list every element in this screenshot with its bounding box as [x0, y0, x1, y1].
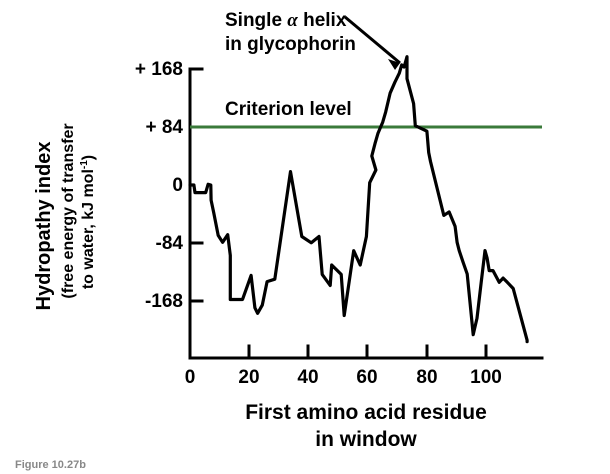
svg-text:+ 84: + 84: [145, 117, 183, 138]
svg-text:+ 168: + 168: [135, 59, 183, 80]
svg-text:Criterion level: Criterion level: [225, 99, 352, 120]
svg-text:in window: in window: [315, 428, 417, 451]
svg-text:40: 40: [297, 367, 318, 388]
svg-text:First amino acid residue: First amino acid residue: [245, 401, 487, 424]
svg-text:80: 80: [416, 367, 437, 388]
svg-text:100: 100: [470, 367, 502, 388]
svg-text:20: 20: [238, 367, 259, 388]
svg-text:0: 0: [172, 175, 183, 196]
svg-text:-84: -84: [156, 233, 184, 254]
svg-text:(free energy of transfer: (free energy of transfer: [60, 123, 77, 298]
svg-text:Hydropathy index: Hydropathy index: [33, 142, 55, 311]
svg-text:-168: -168: [145, 291, 183, 312]
svg-text:to water, kJ mol-1): to water, kJ mol-1): [79, 155, 97, 289]
svg-text:Figure 10.27b: Figure 10.27b: [15, 459, 86, 471]
svg-text:60: 60: [356, 367, 377, 388]
svg-text:0: 0: [185, 367, 196, 388]
